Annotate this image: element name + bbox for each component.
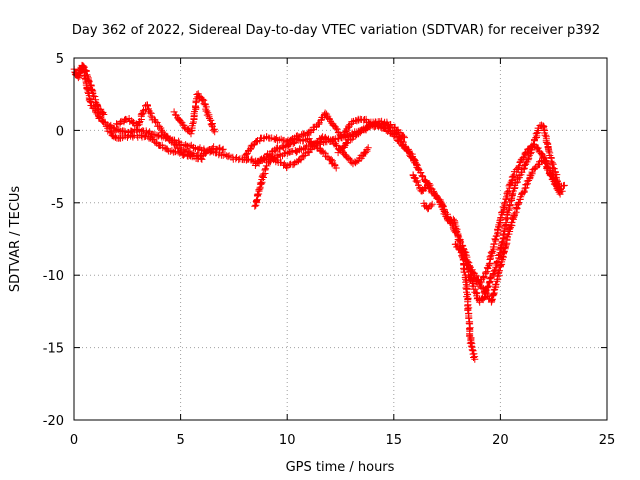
y-tick-label: -20: [43, 414, 64, 429]
data-track-7: [251, 135, 340, 172]
data-points: [70, 61, 568, 363]
data-track-0: [70, 62, 566, 286]
x-tick-label: 10: [279, 433, 296, 448]
grid-lines: [74, 58, 607, 420]
data-track-10: [420, 199, 436, 213]
plot-border: [73, 57, 608, 421]
y-tick-label: -5: [51, 197, 64, 212]
data-track-1: [72, 61, 108, 118]
x-tick-label: 5: [176, 433, 184, 448]
data-track-4: [170, 90, 219, 138]
data-track-6: [241, 109, 421, 169]
x-tick-label: 15: [386, 433, 403, 448]
y-tick-label: -15: [43, 342, 64, 357]
y-tick-label: 5: [56, 52, 64, 67]
axes: 0 5 10 15 20 25 5 0 -5 -10 -15 -20: [43, 52, 616, 448]
x-axis-label: GPS time / hours: [286, 460, 395, 475]
x-tick-label: 0: [70, 433, 78, 448]
y-axis-label: SDTVAR / TECUs: [8, 186, 23, 293]
data-track-12: [451, 154, 564, 306]
x-tick-label: 25: [599, 433, 616, 448]
chart-title: Day 362 of 2022, Sidereal Day-to-day VTE…: [72, 23, 600, 38]
x-tick-label: 20: [492, 433, 509, 448]
y-tick-label: 0: [56, 124, 64, 139]
data-track-8: [334, 117, 408, 157]
data-track-3: [102, 122, 206, 163]
y-tick-label: -10: [43, 269, 64, 284]
